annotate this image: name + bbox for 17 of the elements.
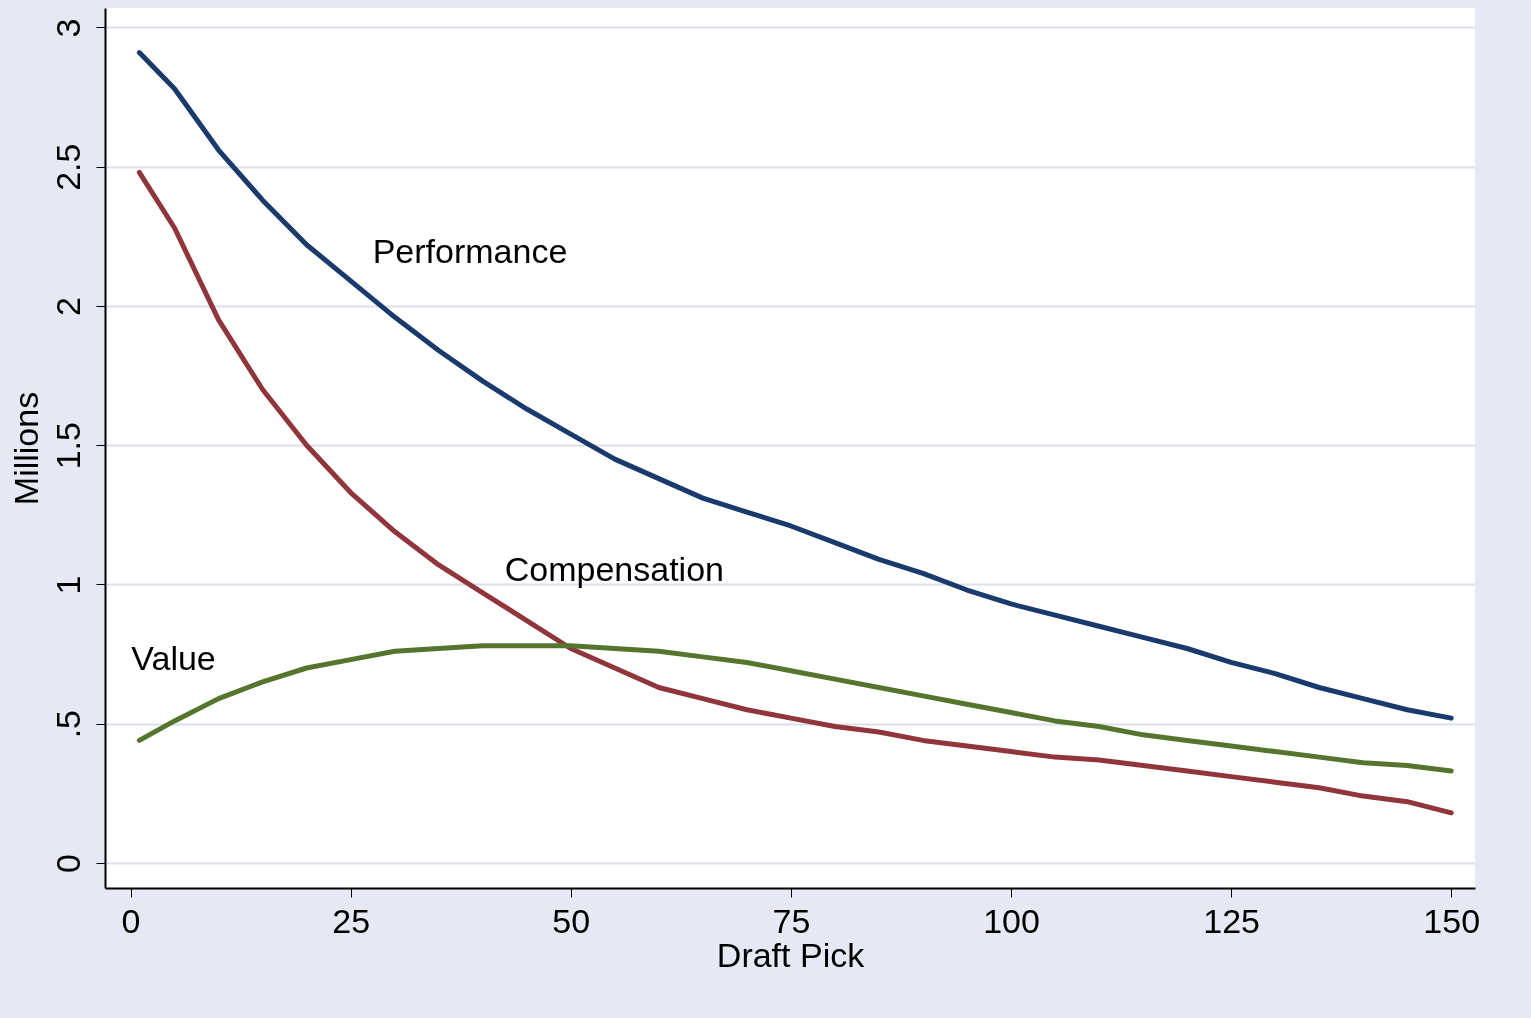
- y-tick-label: 3: [48, 18, 87, 38]
- series-label: Compensation: [504, 549, 724, 588]
- y-tick-label: 2.5: [48, 143, 87, 191]
- x-tick-label: 100: [983, 901, 1040, 940]
- y-tick-label: 2: [48, 297, 87, 316]
- series-label: Performance: [372, 231, 568, 270]
- y-axis-title: Millions: [6, 391, 45, 506]
- y-tick-label: .5: [48, 710, 87, 739]
- y-tick-label: 0: [48, 853, 87, 873]
- x-tick-label: 50: [552, 901, 591, 940]
- y-tick-label: 1: [48, 575, 87, 595]
- series-label: Value: [131, 639, 216, 678]
- x-tick-label: 150: [1423, 901, 1481, 940]
- x-tick-label: 125: [1203, 901, 1260, 940]
- y-tick-label: 1.5: [48, 422, 87, 470]
- x-tick-label: 0: [121, 901, 141, 940]
- x-tick-label: 25: [332, 901, 371, 940]
